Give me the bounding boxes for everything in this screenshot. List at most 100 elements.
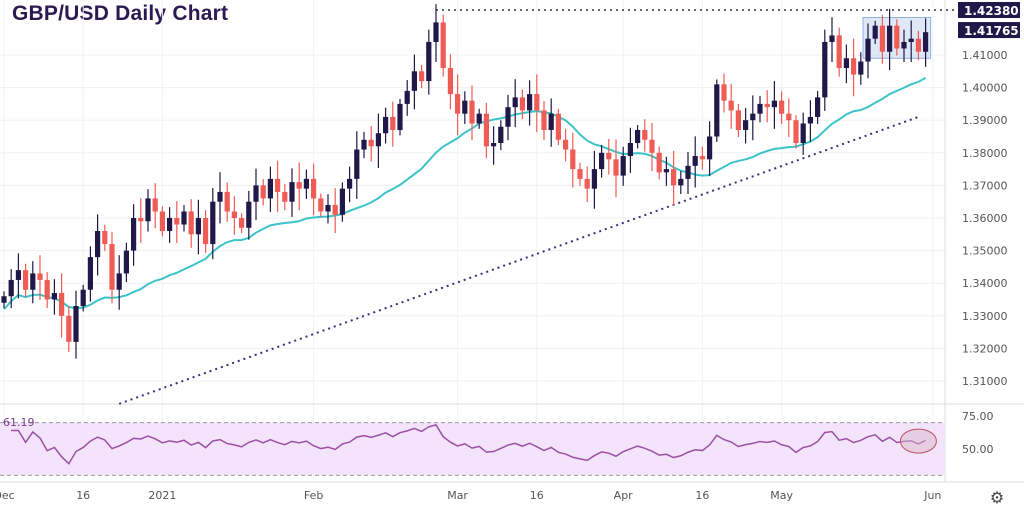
bull-candle [591,169,597,189]
x-tick-label: Jun [923,489,941,502]
x-tick-label: 16 [695,489,709,502]
bull-candle [923,32,929,52]
bull-candle [131,218,137,251]
bull-candle [843,58,849,69]
rsi-highlight-circle [899,428,937,454]
bear-candle [699,156,705,160]
bear-candle [224,191,230,212]
bull-candle [8,279,14,297]
bull-candle [51,292,57,300]
chart-title: GBP/USD Daily Chart [12,2,229,25]
bear-candle [642,129,648,140]
y-tick-label: 1.34000 [962,277,1008,290]
bear-candle [577,169,583,179]
bull-candle [901,41,907,49]
bull-candle [303,178,309,189]
bull-candle [210,201,216,245]
resistance-price-label: 1.42380 [964,4,1019,18]
bear-candle [59,292,65,316]
bear-candle [152,198,158,212]
bull-candle [375,133,381,147]
bear-candle [584,178,590,189]
bear-candle [894,25,900,49]
bull-candle [195,218,201,235]
rsi-value-label: 61.19 [3,416,35,429]
bear-candle [879,25,885,52]
bull-candle [757,103,763,114]
bull-candle [678,178,684,186]
bull-candle [476,113,482,124]
bull-candle [750,113,756,121]
bear-candle [786,113,792,121]
bear-candle [311,178,317,199]
rsi-line [11,423,926,465]
bear-candle [440,22,446,69]
x-tick-label: Mar [447,489,468,502]
bear-candle [318,198,324,212]
bull-candle [815,97,821,117]
y-tick-label: 1.39000 [962,114,1008,127]
sma-line [3,76,927,310]
bear-candle [483,113,489,147]
settings-gear-icon[interactable]: ⚙ [990,488,1004,507]
bear-candle [188,211,194,235]
bull-candle [289,182,295,202]
y-tick-label: 1.31000 [962,375,1008,388]
bull-candle [692,156,698,166]
bull-candle [339,188,345,215]
bull-candle [707,136,713,160]
bear-candle [915,38,921,52]
bull-candle [95,231,101,258]
bear-candle [469,100,475,124]
bull-candle [347,178,353,189]
bull-candle [123,250,129,274]
resistance-price-label-bg [958,2,1020,19]
y-tick-label: 1.37000 [962,179,1008,192]
bull-candle [627,143,633,157]
bull-candle [87,257,93,290]
bull-candle [743,120,749,130]
bull-candle [426,41,432,82]
bull-candle [404,90,410,104]
bull-candle [858,61,864,75]
bull-candle [620,156,626,176]
bear-candle [332,204,338,215]
bear-candle [296,182,302,189]
bear-candle [37,273,43,280]
bear-candle [836,35,842,69]
y-tick-label: 1.35000 [962,245,1008,258]
bull-candle [685,165,691,179]
bear-candle [260,185,266,199]
bull-candle [246,201,252,228]
y-tick-label: 1.40000 [962,82,1008,95]
bull-candle [1,296,7,303]
bull-candle [80,289,86,307]
bull-candle [800,123,806,144]
bull-candle [30,273,36,290]
last-price-label: 1.41765 [964,24,1019,38]
rsi-band [0,422,945,476]
bear-candle [671,169,677,186]
x-tick-label: 2021 [148,489,176,502]
support-trendline [118,115,919,405]
bull-candle [433,22,439,42]
bear-candle [275,178,281,192]
bear-candle [606,152,612,160]
bull-candle [253,185,259,202]
bear-candle [239,218,245,228]
bear-candle [282,191,288,202]
bear-candle [851,58,857,75]
bull-candle [325,204,331,212]
bear-candle [649,139,655,153]
bear-candle [447,68,453,95]
bear-candle [44,279,50,300]
bull-candle [383,116,389,134]
y-tick-label: 1.36000 [962,212,1008,225]
bull-candle [663,169,669,173]
bull-candle [908,38,914,42]
bear-candle [66,315,72,342]
bull-candle [181,211,187,225]
x-tick-label: Dec [0,489,15,502]
x-tick-label: May [770,489,793,502]
